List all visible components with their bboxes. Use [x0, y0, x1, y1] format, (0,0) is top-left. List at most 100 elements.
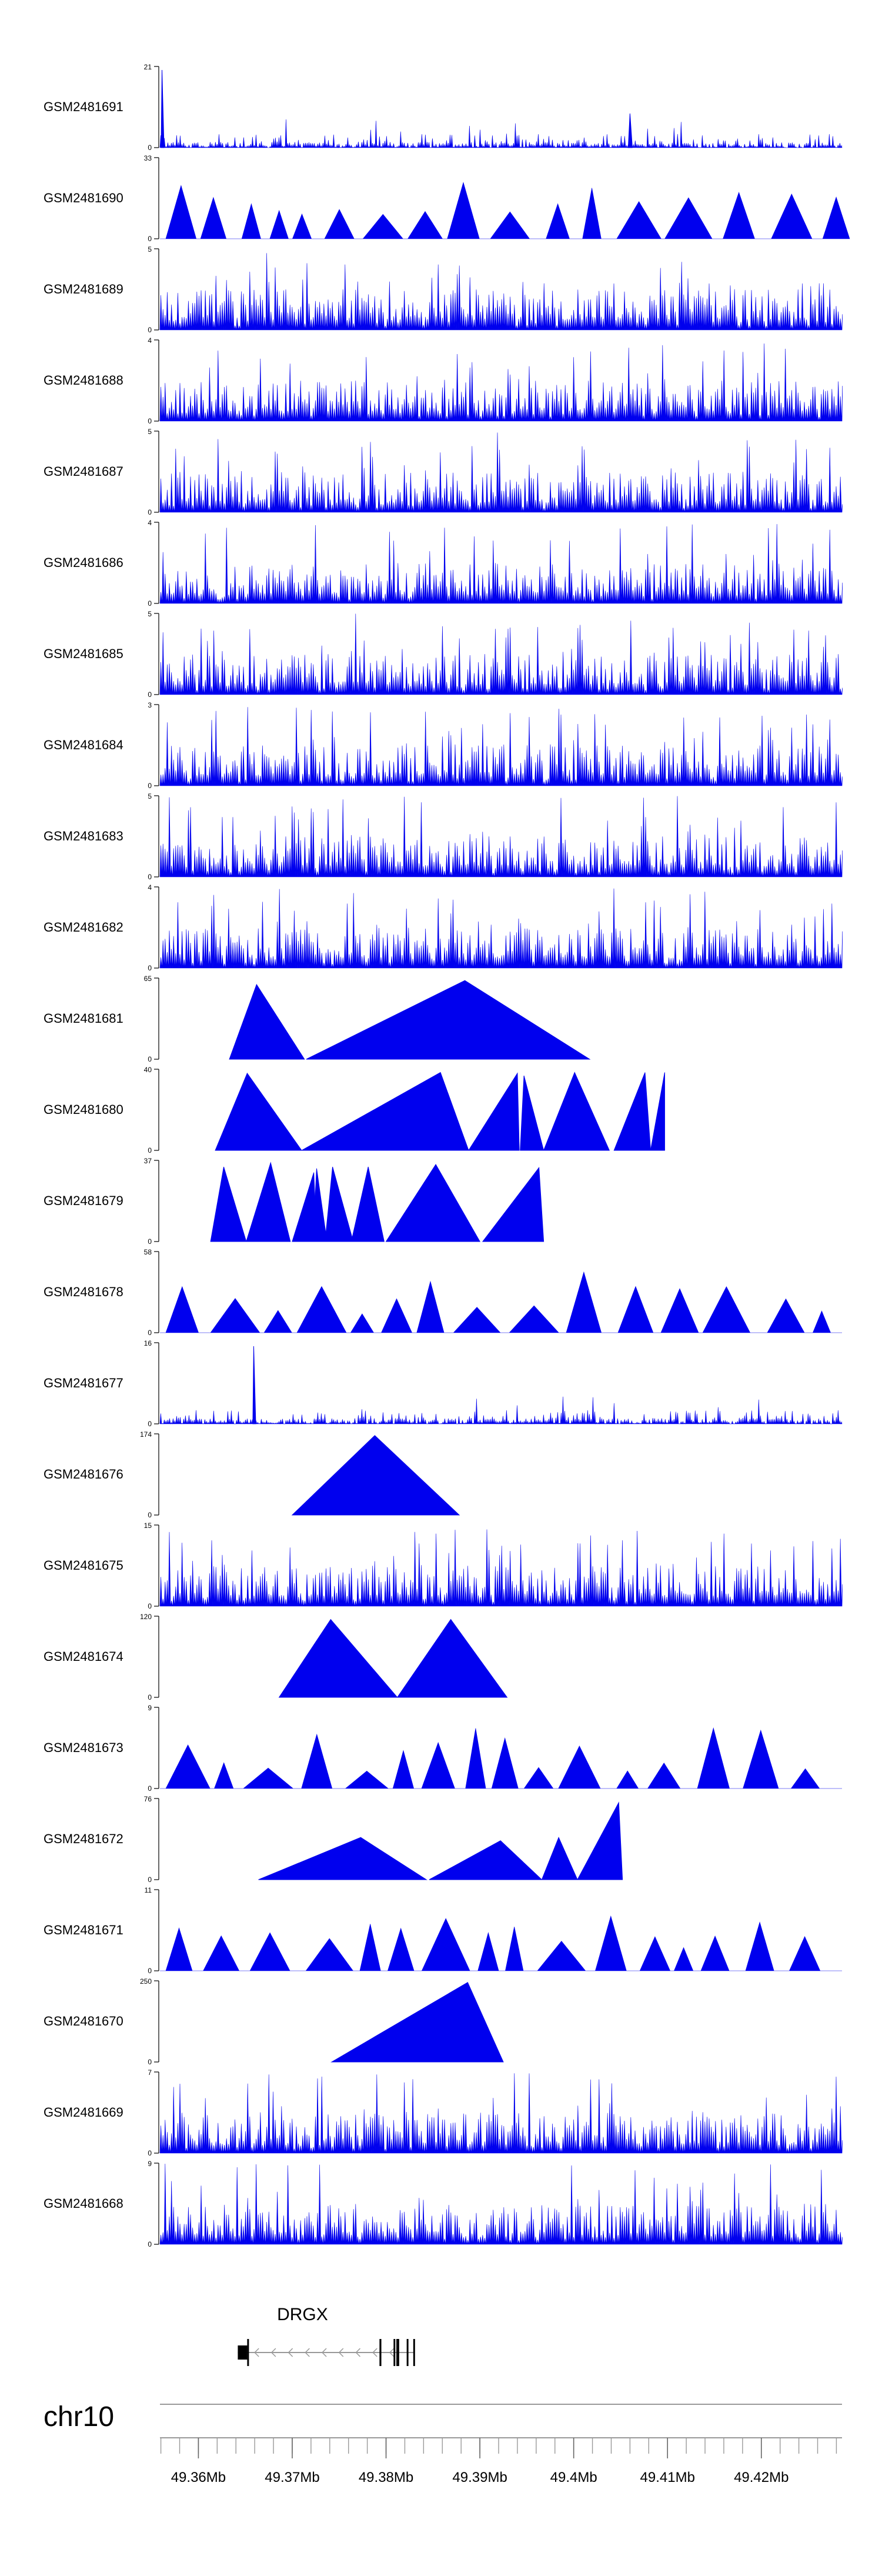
coverage-peak [613, 1072, 652, 1151]
coverage-area [159, 119, 843, 149]
coverage-peak [291, 1435, 460, 1516]
track-label: GSM2481682 [44, 920, 123, 935]
coverage-area [160, 1727, 842, 1789]
track-ymax-label: 250 [140, 1977, 152, 1986]
coverage-peak [577, 1801, 623, 1880]
coverage-track: GSM2481682 4 0 [44, 883, 843, 972]
track-ymin-label: 0 [148, 144, 152, 152]
track-ymax-label: 4 [148, 336, 152, 345]
track-ymax-label: 9 [148, 2160, 152, 2168]
track-label: GSM2481687 [44, 464, 123, 479]
coverage-peak [325, 1166, 354, 1242]
coverage-track: GSM2481691 21 0 [44, 63, 843, 152]
track-label: GSM2481670 [44, 2014, 123, 2028]
track-label: GSM2481691 [44, 99, 123, 114]
axis-tick-label: 49.4Mb [550, 2470, 597, 2485]
coverage-peak [482, 1167, 544, 1242]
coverage-track: GSM2481678 58 0 [44, 1248, 842, 1337]
track-label: GSM2481673 [44, 1740, 123, 1755]
track-ymin-label: 0 [148, 1602, 152, 1610]
gene-name-label: DRGX [277, 2305, 328, 2324]
track-label: GSM2481690 [44, 191, 123, 205]
track-ymin-label: 0 [148, 235, 152, 243]
axis-tick-label: 49.41Mb [640, 2470, 695, 2485]
gene-exon [413, 2339, 415, 2366]
coverage-track: GSM2481675 15 0 [44, 1521, 843, 1610]
coverage-track: GSM2481669 7 0 [44, 2068, 843, 2157]
track-ymax-label: 9 [148, 1704, 152, 1712]
coverage-peak [396, 1619, 508, 1698]
coverage-area [159, 1529, 843, 1607]
axis-tick-label: 49.36Mb [171, 2470, 226, 2485]
strand-arrow-icon [254, 2348, 259, 2357]
gene-exon [393, 2339, 396, 2366]
coverage-track: GSM2481681 65 0 [44, 975, 591, 1063]
coverage-track: GSM2481668 9 0 [44, 2160, 843, 2248]
track-ymax-label: 5 [148, 792, 152, 800]
coverage-area [159, 253, 843, 331]
axis-tick-label: 49.38Mb [359, 2470, 413, 2485]
track-label: GSM2481675 [44, 1558, 123, 1573]
coverage-peak [429, 1840, 543, 1880]
track-ymax-label: 21 [144, 63, 152, 71]
track-ymin-label: 0 [148, 1237, 152, 1246]
coverage-peak [650, 1072, 665, 1151]
coverage-area [159, 796, 843, 877]
coverage-peak [330, 1982, 504, 2063]
track-label: GSM2481674 [44, 1649, 123, 1664]
track-label: GSM2481677 [44, 1376, 123, 1390]
strand-arrow-icon [270, 2348, 276, 2357]
coverage-spike [252, 1346, 256, 1424]
track-ymin-label: 0 [148, 873, 152, 881]
coverage-peak [210, 1166, 247, 1242]
track-ymin-label: 0 [148, 417, 152, 425]
track-label: GSM2481688 [44, 373, 123, 388]
track-label: GSM2481683 [44, 829, 123, 843]
track-ymin-label: 0 [148, 2240, 152, 2248]
track-ymax-label: 5 [148, 610, 152, 618]
coverage-track: GSM2481689 5 0 [44, 245, 843, 334]
coverage-area [159, 524, 843, 604]
track-ymax-label: 4 [148, 883, 152, 892]
coverage-area [159, 432, 843, 513]
track-label: GSM2481684 [44, 738, 123, 752]
coverage-track: GSM2481686 4 0 [44, 519, 843, 608]
coverage-track: GSM2481677 16 0 [44, 1339, 843, 1428]
coverage-area [159, 2073, 843, 2154]
track-ymax-label: 33 [144, 154, 152, 162]
track-ymin-label: 0 [148, 1511, 152, 1519]
track-ymin-label: 0 [148, 2149, 152, 2157]
track-ymax-label: 40 [144, 1066, 152, 1074]
coverage-area [159, 1396, 843, 1425]
track-ymin-label: 0 [148, 1329, 152, 1337]
track-ymax-label: 11 [145, 1886, 152, 1894]
track-ymin-label: 0 [148, 1967, 152, 1975]
strand-arrow-icon [321, 2348, 327, 2357]
coverage-area [160, 1915, 842, 1971]
coverage-track: GSM2481679 37 0 [44, 1157, 544, 1246]
coverage-peak [246, 1162, 291, 1242]
gene-exon [406, 2339, 409, 2366]
track-ymax-label: 16 [144, 1339, 152, 1347]
coverage-track: GSM2481685 5 0 [44, 610, 843, 699]
strand-arrow-icon [338, 2348, 344, 2357]
track-label: GSM2481680 [44, 1102, 123, 1117]
strand-arrow-icon [355, 2348, 361, 2357]
track-ymin-label: 0 [148, 599, 152, 608]
coverage-track: GSM2481688 4 0 [44, 336, 843, 425]
track-label: GSM2481676 [44, 1467, 123, 1481]
track-ymin-label: 0 [148, 1693, 152, 1701]
coverage-track: GSM2481684 3 0 [44, 701, 843, 790]
coverage-track: GSM2481690 33 0 [44, 154, 850, 243]
track-ymax-label: 4 [148, 519, 152, 527]
track-ymax-label: 3 [148, 701, 152, 709]
gene-exon [238, 2345, 248, 2360]
coverage-peak [520, 1075, 544, 1151]
coverage-peak [229, 983, 305, 1060]
track-ymin-label: 0 [148, 690, 152, 699]
track-ymin-label: 0 [148, 964, 152, 972]
coverage-track: GSM2481674 120 0 [44, 1613, 508, 1701]
coverage-peak [300, 1072, 469, 1151]
coverage-peak [468, 1072, 520, 1151]
coverage-track: GSM2481671 11 0 [44, 1886, 842, 1975]
